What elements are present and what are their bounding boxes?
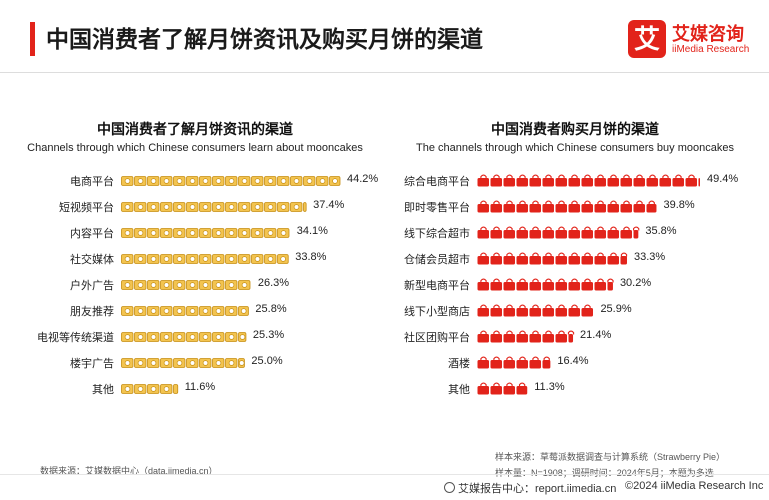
footer-report-site[interactable]: 艾媒报告中心：report.iimedia.cn: [458, 483, 617, 495]
learn-category-label: 其他: [92, 384, 114, 396]
learn-bar: [121, 202, 307, 212]
learn-category-label: 电视等传统渠道: [37, 332, 114, 344]
data-source-note: 数据来源：艾媒数据中心（data.iimedia.cn）: [40, 466, 218, 476]
buy-bar: [477, 330, 575, 343]
logo-name-cn: 艾媒咨询: [672, 24, 744, 44]
learn-bar: [121, 332, 247, 342]
buy-value-label: 11.3%: [534, 381, 565, 393]
buy-category-label: 其他: [448, 384, 470, 396]
footer-copyright: ©2024 iiMedia Research Inc: [625, 480, 764, 492]
buy-bar: [477, 382, 528, 395]
buy-value-label: 33.3%: [633, 251, 666, 263]
learn-category-label: 户外广告: [70, 280, 114, 292]
learn-value-label: 25.0%: [251, 355, 283, 367]
buy-bar: [477, 174, 700, 187]
page-title: 中国消费者了解月饼资讯及购买月饼的渠道: [46, 26, 483, 52]
learn-value-label: 44.2%: [347, 173, 379, 185]
buy-value-label: 21.4%: [580, 329, 612, 341]
sample-source-note: 样本来源：草莓派数据调查与计算系统（Strawberry Pie）: [495, 452, 726, 462]
buy-category-label: 线下小型商店: [404, 306, 470, 318]
learn-category-label: 电商平台: [70, 176, 114, 188]
learn-value-label: 25.8%: [255, 303, 287, 315]
buy-category-label: 社区团购平台: [404, 332, 470, 344]
learn-category-label: 社交媒体: [70, 254, 114, 266]
buy-category-label: 仓储会员超市: [404, 254, 470, 266]
buy-value-label: 39.8%: [663, 199, 695, 211]
learn-category-label: 内容平台: [70, 228, 114, 240]
buy-bar: [477, 356, 551, 369]
learn-category-label: 朋友推荐: [70, 306, 114, 318]
buy-category-label: 综合电商平台: [404, 176, 470, 188]
header-divider: [0, 72, 769, 73]
buy-category-label: 线下综合超市: [404, 228, 470, 240]
logo-name-en: iiMedia Research: [672, 44, 750, 55]
buy-bar: [477, 200, 657, 213]
buy-chart-title: 中国消费者购买月饼的渠道: [491, 121, 659, 137]
buy-value-label: 25.9%: [600, 303, 632, 315]
buy-category-label: 新型电商平台: [404, 280, 470, 292]
brand-logo: 艾 艾媒咨询 iiMedia Research: [628, 18, 758, 62]
learn-value-label: 26.3%: [257, 277, 290, 289]
learn-category-label: 短视频平台: [59, 202, 114, 214]
buy-bar: [477, 304, 593, 317]
learn-value-label: 37.4%: [313, 199, 345, 211]
learn-bar: [121, 176, 341, 186]
learn-value-label: 25.3%: [252, 329, 285, 341]
learn-value-label: 11.6%: [184, 381, 216, 393]
learn-bar: [121, 254, 289, 264]
buy-value-label: 30.2%: [619, 277, 652, 289]
buy-value-label: 35.8%: [645, 225, 677, 237]
buy-bar: [477, 278, 614, 291]
buy-category-label: 即时零售平台: [404, 202, 470, 214]
buy-category-label: 酒楼: [448, 358, 470, 370]
buy-value-label: 16.4%: [557, 355, 589, 367]
learn-value-label: 33.8%: [295, 251, 327, 263]
globe-icon: [444, 482, 455, 493]
learn-bar: [121, 306, 249, 316]
learn-chart-subtitle: Channels through which Chinese consumers…: [27, 142, 363, 154]
learn-value-label: 34.1%: [296, 225, 328, 237]
buy-bar: [477, 252, 628, 265]
learn-bar: [121, 384, 179, 394]
learn-chart-title: 中国消费者了解月饼资讯的渠道: [97, 121, 293, 137]
sample-size-note: 样本量：N=1908；调研时间：2024年5月；本题为多选: [495, 468, 714, 478]
buy-value-label: 49.4%: [707, 173, 739, 185]
buy-chart-subtitle: The channels through which Chinese consu…: [416, 142, 734, 154]
learn-category-label: 楼宇广告: [70, 358, 114, 370]
footer-divider: [0, 474, 769, 475]
title-accent-bar: [30, 22, 35, 56]
learn-bar: [121, 228, 290, 238]
buy-bar: [477, 226, 640, 239]
learn-bar: [121, 358, 245, 368]
logo-mark-icon: 艾: [628, 20, 666, 58]
learn-bar: [121, 280, 251, 290]
